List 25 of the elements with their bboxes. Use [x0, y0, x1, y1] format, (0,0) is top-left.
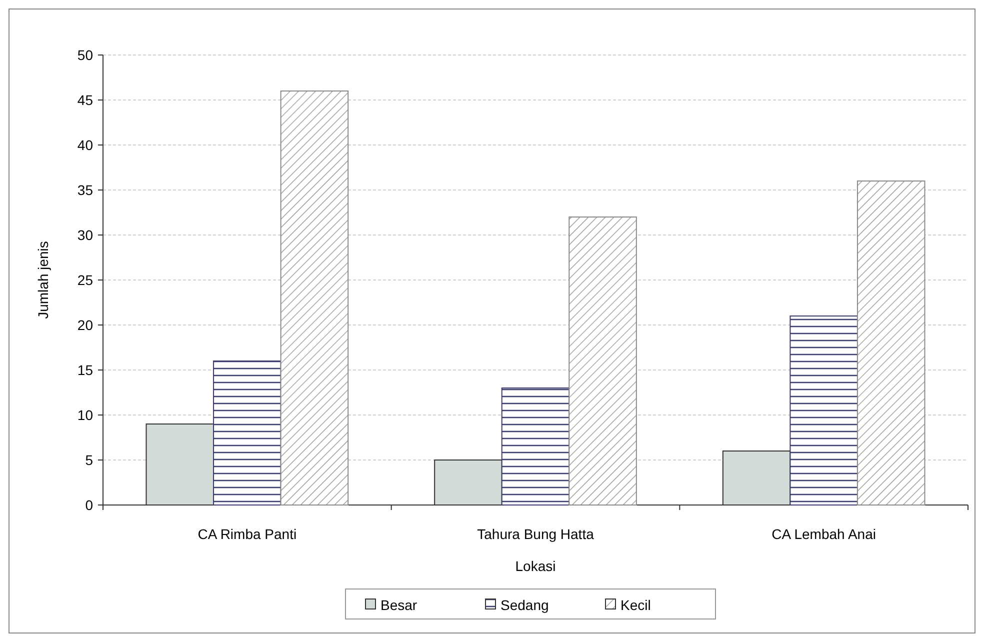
y-tick-label: 20: [77, 316, 94, 333]
legend-label: Sedang: [500, 596, 549, 613]
y-tick-label: 35: [77, 182, 94, 198]
bar: [280, 90, 349, 506]
y-tick-label: 25: [77, 272, 94, 288]
y-tick-label: 30: [77, 226, 94, 243]
bar: [790, 316, 858, 506]
y-tick-label: 45: [77, 92, 94, 108]
y-axis-title: Jumlah jenis: [35, 241, 51, 319]
bar: [568, 216, 637, 506]
legend-label: Kecil: [620, 596, 651, 613]
bar: [213, 360, 282, 506]
x-tick-label: CA Rimba Panti: [198, 526, 297, 542]
bar: [501, 388, 570, 506]
y-tick-label: 40: [77, 136, 94, 153]
y-tick-label: 50: [77, 46, 94, 63]
y-tick-label: 0: [85, 496, 94, 513]
x-axis-title: Lokasi: [515, 558, 556, 574]
y-tick-label: 10: [77, 406, 94, 423]
bar: [856, 180, 926, 506]
x-tick-label: Tahura Bung Hatta: [477, 526, 594, 542]
y-tick-label: 15: [77, 362, 94, 378]
x-tick-label: CA Lembah Anai: [772, 526, 876, 542]
legend-label: Besar: [380, 596, 418, 613]
y-tick-label: 5: [85, 452, 94, 468]
